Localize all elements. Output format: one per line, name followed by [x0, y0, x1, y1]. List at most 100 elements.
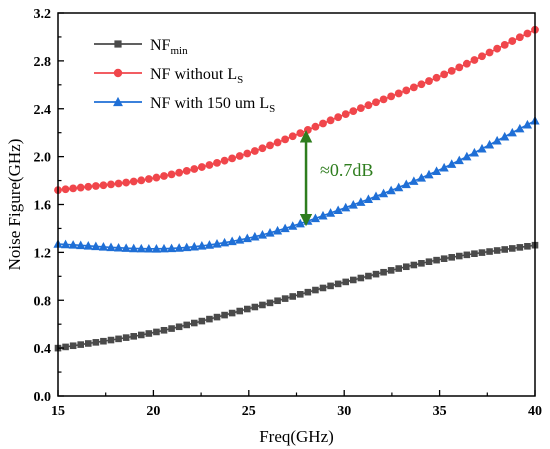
- y-tick-label: 2.4: [34, 103, 52, 118]
- legend-label-main: NF: [150, 37, 171, 54]
- marker-nf_without: [379, 95, 388, 104]
- legend-marker-nfmin: [114, 40, 122, 48]
- marker-nf_without: [175, 168, 184, 177]
- marker-nfmin: [69, 342, 77, 350]
- marker-nf_without: [243, 149, 252, 158]
- marker-nf_with: [257, 230, 268, 239]
- marker-nf_with: [60, 239, 71, 249]
- marker-nf_with: [250, 231, 260, 241]
- marker-nf_without: [508, 37, 517, 45]
- x-tick-label: 35: [433, 404, 447, 419]
- marker-nf_without: [296, 129, 305, 138]
- marker-nfmin: [281, 295, 289, 302]
- legend-label-nf_without: NF without LS: [150, 66, 243, 86]
- marker-nf_with: [394, 182, 404, 192]
- marker-nf_with: [371, 191, 381, 201]
- y-tick-label: 3.2: [34, 7, 52, 22]
- marker-nfmin: [342, 278, 350, 286]
- marker-nfmin: [508, 245, 516, 252]
- legend: NFmin NF without LS NF with 150 um LS: [94, 37, 275, 115]
- marker-nf_without: [167, 170, 176, 179]
- legend-item-nfmin: NFmin: [94, 37, 188, 57]
- series-markers-nfmin: [54, 241, 539, 352]
- marker-nf_without: [349, 107, 358, 116]
- marker-nfmin: [77, 341, 85, 348]
- marker-nfmin: [213, 313, 221, 321]
- marker-nfmin: [410, 261, 418, 269]
- marker-nf_with: [219, 237, 230, 247]
- marker-nfmin: [259, 301, 266, 309]
- legend-marker-nf_with: [113, 96, 123, 107]
- legend-label-nf_with: NF with 150 um LS: [150, 95, 275, 115]
- marker-nfmin: [221, 311, 228, 319]
- marker-nf_without: [303, 126, 312, 134]
- marker-nf_with: [235, 235, 245, 244]
- marker-nf_with: [242, 233, 252, 243]
- marker-nfmin: [402, 263, 410, 271]
- annotation-text: ≈0.7dB: [320, 160, 373, 180]
- marker-nf_with: [166, 243, 177, 253]
- marker-nfmin: [455, 252, 463, 260]
- marker-nf_without: [409, 83, 418, 92]
- marker-nfmin: [183, 321, 191, 329]
- marker-nfmin: [380, 268, 387, 276]
- marker-nf_with: [409, 176, 419, 185]
- marker-nf_without: [447, 67, 456, 75]
- marker-nf_without: [220, 156, 229, 165]
- marker-nf_with: [454, 155, 464, 165]
- marker-nfmin: [448, 254, 456, 261]
- marker-nf_with: [318, 210, 328, 220]
- marker-nfmin: [463, 251, 471, 259]
- marker-nfmin: [251, 303, 259, 311]
- x-tick-label: 40: [528, 404, 542, 419]
- marker-nfmin: [524, 243, 531, 250]
- marker-nfmin: [274, 297, 281, 305]
- marker-nfmin: [100, 337, 107, 345]
- marker-nf_with: [129, 243, 139, 253]
- marker-nf_without: [144, 175, 153, 183]
- marker-nf_with: [212, 239, 222, 248]
- marker-nf_without: [417, 80, 426, 89]
- marker-nf_with: [265, 228, 275, 237]
- marker-nf_without: [235, 152, 244, 160]
- marker-nfmin: [418, 260, 425, 267]
- marker-nfmin: [198, 317, 206, 325]
- annotation-delta: ≈0.7dB: [299, 130, 373, 227]
- marker-nf_with: [363, 194, 374, 204]
- marker-nf_with: [227, 236, 237, 246]
- y-tick-label: 0.4: [34, 342, 52, 357]
- marker-nf_without: [432, 73, 441, 82]
- marker-nf_with: [462, 151, 472, 161]
- marker-nf_with: [348, 200, 358, 209]
- marker-nf_without: [425, 77, 433, 85]
- marker-nfmin: [372, 270, 380, 278]
- marker-nf_without: [515, 33, 524, 42]
- legend-item-nf_without: NF without LS: [94, 66, 243, 86]
- marker-nf_without: [500, 40, 509, 49]
- y-tick-label: 1.6: [34, 199, 52, 214]
- marker-nf_with: [507, 127, 517, 137]
- marker-nf_without: [356, 104, 365, 113]
- marker-nfmin: [190, 319, 198, 327]
- marker-nf_without: [258, 144, 267, 153]
- marker-nf_without: [228, 154, 237, 163]
- marker-nf_with: [159, 243, 169, 253]
- marker-nf_without: [114, 179, 123, 188]
- marker-nfmin: [304, 288, 312, 296]
- marker-nfmin: [365, 272, 372, 280]
- marker-nf_without: [493, 44, 502, 53]
- marker-nfmin: [236, 307, 244, 315]
- marker-nf_with: [91, 241, 101, 251]
- marker-nf_with: [469, 147, 480, 157]
- marker-nfmin: [478, 249, 486, 256]
- marker-nfmin: [357, 274, 365, 282]
- x-axis-label: Freq(GHz): [259, 427, 334, 446]
- marker-nf_without: [364, 101, 373, 110]
- marker-nf_without: [122, 178, 131, 187]
- marker-nfmin: [84, 340, 92, 347]
- marker-nf_without: [250, 147, 259, 155]
- marker-nfmin: [395, 265, 403, 272]
- marker-nfmin: [266, 299, 274, 307]
- marker-nf_without: [462, 59, 471, 68]
- marker-nfmin: [115, 335, 122, 343]
